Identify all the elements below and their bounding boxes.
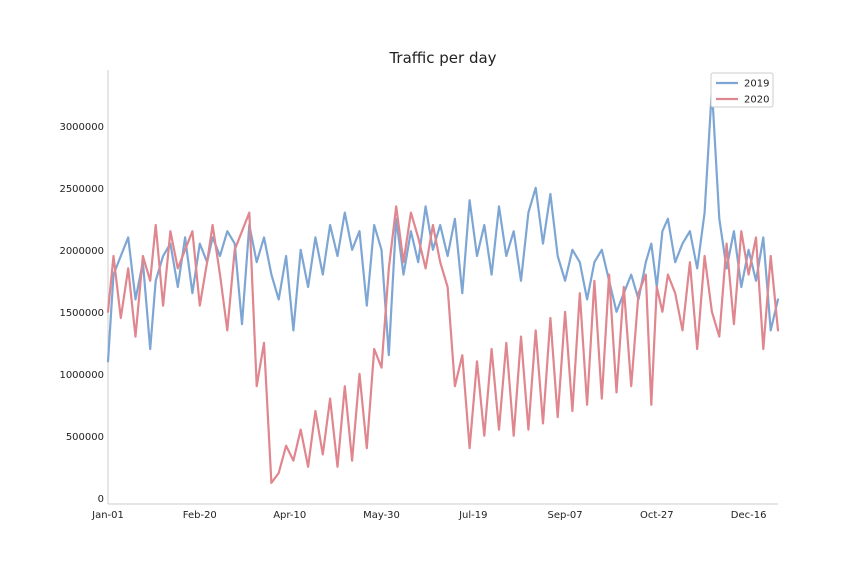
legend-label-2019: 2019 <box>744 79 769 90</box>
series-line-2020 <box>106 205 780 484</box>
x-tick-label: Apr-10 <box>273 510 306 521</box>
y-tick-label: 500000 <box>66 432 104 443</box>
chart-title: Traffic per day <box>388 49 496 67</box>
y-tick-label: 3000000 <box>59 122 104 133</box>
x-tick-label: Jan-01 <box>91 510 124 521</box>
x-tick-label: Jul-19 <box>458 510 487 521</box>
y-axis-ticks: 0 500000 1000000 1500000 2000000 2500000 30000… <box>59 122 104 505</box>
y-tick-label: 1500000 <box>59 308 104 319</box>
series-line-2019 <box>106 87 780 363</box>
x-tick-label: Feb-20 <box>183 510 217 521</box>
x-tick-label: Sep-07 <box>547 510 582 521</box>
x-tick-label: May-30 <box>363 510 400 521</box>
legend: 2019 2020 <box>710 72 774 108</box>
legend-label-2020: 2020 <box>744 95 769 106</box>
x-axis-ticks: Jan-01 Feb-20 Apr-10 May-30 Jul-19 Sep-07 Oct-… <box>91 510 766 521</box>
series-lines <box>106 87 780 484</box>
x-tick-label: Oct-27 <box>640 510 674 521</box>
x-tick-label: Dec-16 <box>731 510 767 521</box>
y-tick-label: 1000000 <box>59 370 104 381</box>
y-tick-label: 2500000 <box>59 184 104 195</box>
y-tick-label: 0 <box>98 494 104 505</box>
y-tick-label: 2000000 <box>59 246 104 257</box>
